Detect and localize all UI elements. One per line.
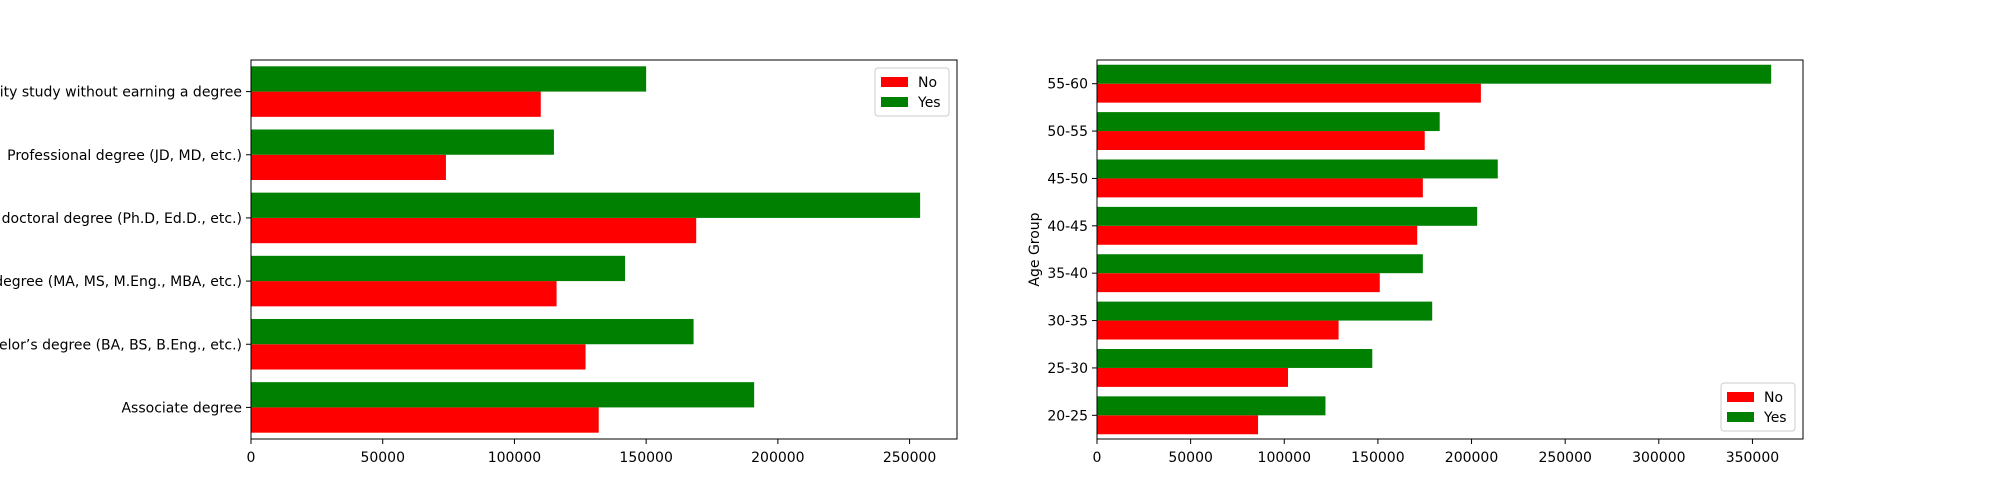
x-tick-label: 250000 bbox=[883, 450, 936, 466]
x-tick-label: 200000 bbox=[751, 450, 804, 466]
bar-no-4 bbox=[251, 154, 446, 181]
bar-yes-4 bbox=[251, 129, 554, 155]
y-tick-label: 35-40 bbox=[1047, 266, 1088, 282]
age-group-salary-chart: 0 50000 100000 150000 200000 250000 300000 3500… bbox=[1027, 59, 1804, 466]
bar-no-6 bbox=[1097, 131, 1425, 151]
bar-yes-3 bbox=[1097, 254, 1423, 274]
bar-no-1 bbox=[251, 344, 586, 370]
y-axis-label: Age Group bbox=[1027, 212, 1043, 286]
legend-label-no: No bbox=[1764, 390, 1783, 406]
legend-label-no: No bbox=[918, 75, 937, 91]
legend-swatch-yes bbox=[1727, 412, 1754, 422]
bar-yes-7 bbox=[1097, 64, 1772, 84]
x-tick-label: 100000 bbox=[1258, 450, 1311, 466]
x-tick-label: 0 bbox=[247, 450, 256, 466]
x-tick-label: 100000 bbox=[488, 450, 541, 466]
bar-no-0 bbox=[251, 407, 599, 433]
legend: No Yes bbox=[874, 67, 950, 117]
legend: No Yes bbox=[1720, 382, 1796, 432]
bar-yes-2 bbox=[251, 255, 626, 282]
plot-frame bbox=[1096, 59, 1804, 440]
legend-swatch-no bbox=[881, 77, 908, 87]
y-tick-label: Professional degree (JD, MD, etc.) bbox=[7, 148, 242, 164]
x-tick-label: 200000 bbox=[1445, 450, 1498, 466]
bar-no-7 bbox=[1097, 83, 1481, 103]
y-tick-label: degree (MA, MS, M.Eng., MBA, etc.) bbox=[0, 274, 242, 290]
legend-label-yes: Yes bbox=[1763, 410, 1787, 426]
legend-swatch-no bbox=[1727, 392, 1754, 402]
bar-no-5 bbox=[1097, 178, 1423, 198]
x-tick-label: 150000 bbox=[619, 450, 672, 466]
bar-yes-5 bbox=[251, 66, 647, 92]
y-tick-label: ity study without earning a degree bbox=[0, 85, 242, 101]
plot-frame bbox=[250, 59, 958, 440]
bar-no-4 bbox=[1097, 225, 1418, 245]
legend-label-yes: Yes bbox=[917, 95, 941, 111]
bar-no-0 bbox=[1097, 415, 1259, 435]
y-tick-label: elor’s degree (BA, BS, B.Eng., etc.) bbox=[0, 337, 242, 353]
x-tick-label: 50000 bbox=[1168, 450, 1213, 466]
legend-swatch-yes bbox=[881, 97, 908, 107]
bar-no-1 bbox=[1097, 367, 1289, 387]
education-salary-chart: 0 50000 100000 150000 200000 250000 Associate … bbox=[0, 59, 958, 466]
bar-yes-0 bbox=[1097, 396, 1326, 416]
bar-yes-2 bbox=[1097, 301, 1433, 321]
bar-no-3 bbox=[251, 217, 697, 244]
bar-yes-1 bbox=[251, 318, 694, 345]
bar-no-5 bbox=[251, 91, 541, 117]
x-tick-label: 0 bbox=[1093, 450, 1102, 466]
bar-yes-0 bbox=[251, 382, 755, 408]
y-tick-label: 55-60 bbox=[1047, 77, 1088, 93]
y-tick-label: 25-30 bbox=[1047, 361, 1088, 377]
y-tick-label: 45-50 bbox=[1047, 171, 1088, 187]
y-tick-label: 30-35 bbox=[1047, 314, 1088, 330]
bar-yes-5 bbox=[1097, 159, 1498, 179]
y-tick-label: doctoral degree (Ph.D, Ed.D., etc.) bbox=[2, 211, 242, 227]
y-tick-label: 40-45 bbox=[1047, 219, 1088, 235]
bar-yes-1 bbox=[1097, 348, 1373, 368]
bar-yes-3 bbox=[251, 192, 921, 218]
bar-no-2 bbox=[251, 281, 557, 307]
y-tick-label: 50-55 bbox=[1047, 124, 1088, 140]
x-tick-label: 300000 bbox=[1632, 450, 1685, 466]
y-tick-label: 20-25 bbox=[1047, 408, 1088, 424]
x-tick-label: 50000 bbox=[360, 450, 405, 466]
bar-yes-6 bbox=[1097, 112, 1440, 132]
x-tick-label: 350000 bbox=[1726, 450, 1779, 466]
x-tick-label: 150000 bbox=[1351, 450, 1404, 466]
bar-no-2 bbox=[1097, 320, 1339, 340]
bar-yes-4 bbox=[1097, 206, 1478, 226]
bar-no-3 bbox=[1097, 273, 1380, 293]
x-tick-label: 250000 bbox=[1538, 450, 1591, 466]
y-tick-label: Associate degree bbox=[121, 400, 242, 416]
